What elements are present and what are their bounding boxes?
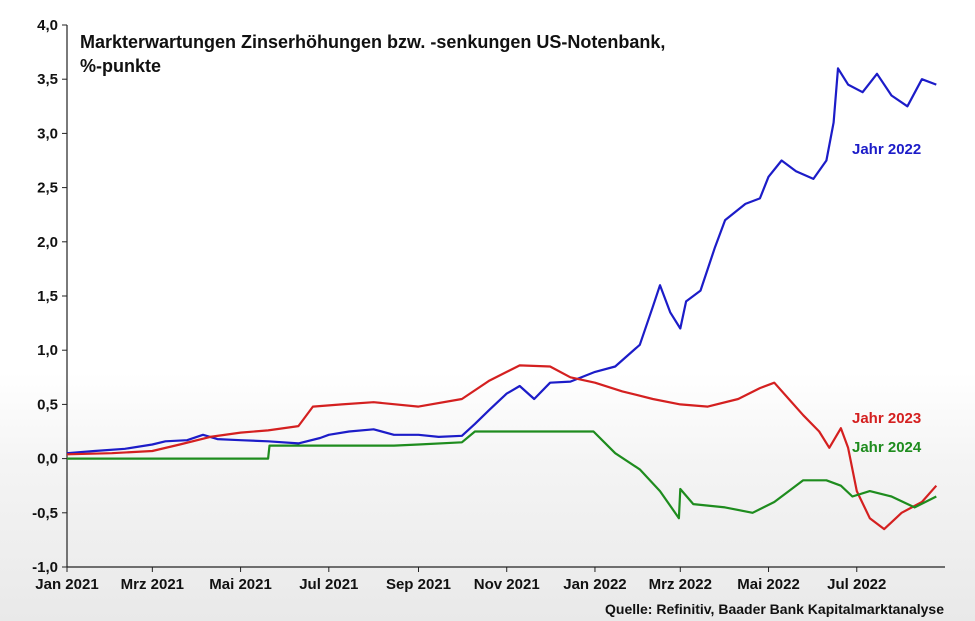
series-line-jahr-2023 (66, 364, 938, 531)
y-tick-label: 4,0 (37, 17, 58, 34)
series-line-jahr-2022 (66, 67, 937, 455)
y-tick-label: 3,5 (37, 71, 58, 88)
chart-subtitle: %-punkte (80, 56, 161, 76)
series-label-2022: Jahr 2022 (852, 141, 921, 158)
x-tick-label: Jul 2021 (299, 576, 358, 593)
chart-title: Markterwartungen Zinserhöhungen bzw. -se… (80, 32, 665, 52)
series-lines (66, 67, 938, 531)
x-ticks: Jan 2021 Mrz 2021 Mai 2021 Jul 2021 Sep 2021… (35, 567, 886, 593)
y-tick-label: 1,0 (37, 342, 58, 359)
x-tick-label: Sep 2021 (386, 576, 451, 593)
x-tick-label: Jan 2022 (563, 576, 626, 593)
x-tick-label: Mai 2022 (737, 576, 800, 593)
y-tick-label: 3,0 (37, 125, 58, 142)
y-tick-label: 0,5 (37, 396, 58, 413)
x-tick-label: Jul 2022 (827, 576, 886, 593)
y-tick-label: 1,5 (37, 288, 58, 305)
series-label-2023: Jahr 2023 (852, 410, 921, 427)
x-tick-label: Mai 2021 (209, 576, 272, 593)
chart-title-group: Markterwartungen Zinserhöhungen bzw. -se… (80, 32, 665, 76)
x-tick-label: Jan 2021 (35, 576, 98, 593)
source-note: Quelle: Refinitiv, Baader Bank Kapitalma… (605, 601, 944, 617)
series-line-jahr-2024 (67, 430, 937, 520)
x-tick-label: Mrz 2022 (649, 576, 712, 593)
y-tick-label: 2,5 (37, 180, 58, 197)
x-tick-label: Mrz 2021 (121, 576, 184, 593)
y-tick-label: -1,0 (32, 559, 58, 576)
x-tick-label: Nov 2021 (474, 576, 540, 593)
y-tick-label: -0,5 (32, 505, 58, 522)
y-ticks: 4,0 3,5 3,0 2,5 2,0 1,5 1,0 0,5 0,0 -0,5 -1,0 (32, 17, 67, 576)
series-labels: Jahr 2022 Jahr 2023 Jahr 2024 (852, 141, 922, 456)
series-label-2024: Jahr 2024 (852, 439, 922, 456)
axes (66, 25, 945, 568)
y-tick-label: 0,0 (37, 451, 58, 468)
y-tick-label: 2,0 (37, 234, 58, 251)
